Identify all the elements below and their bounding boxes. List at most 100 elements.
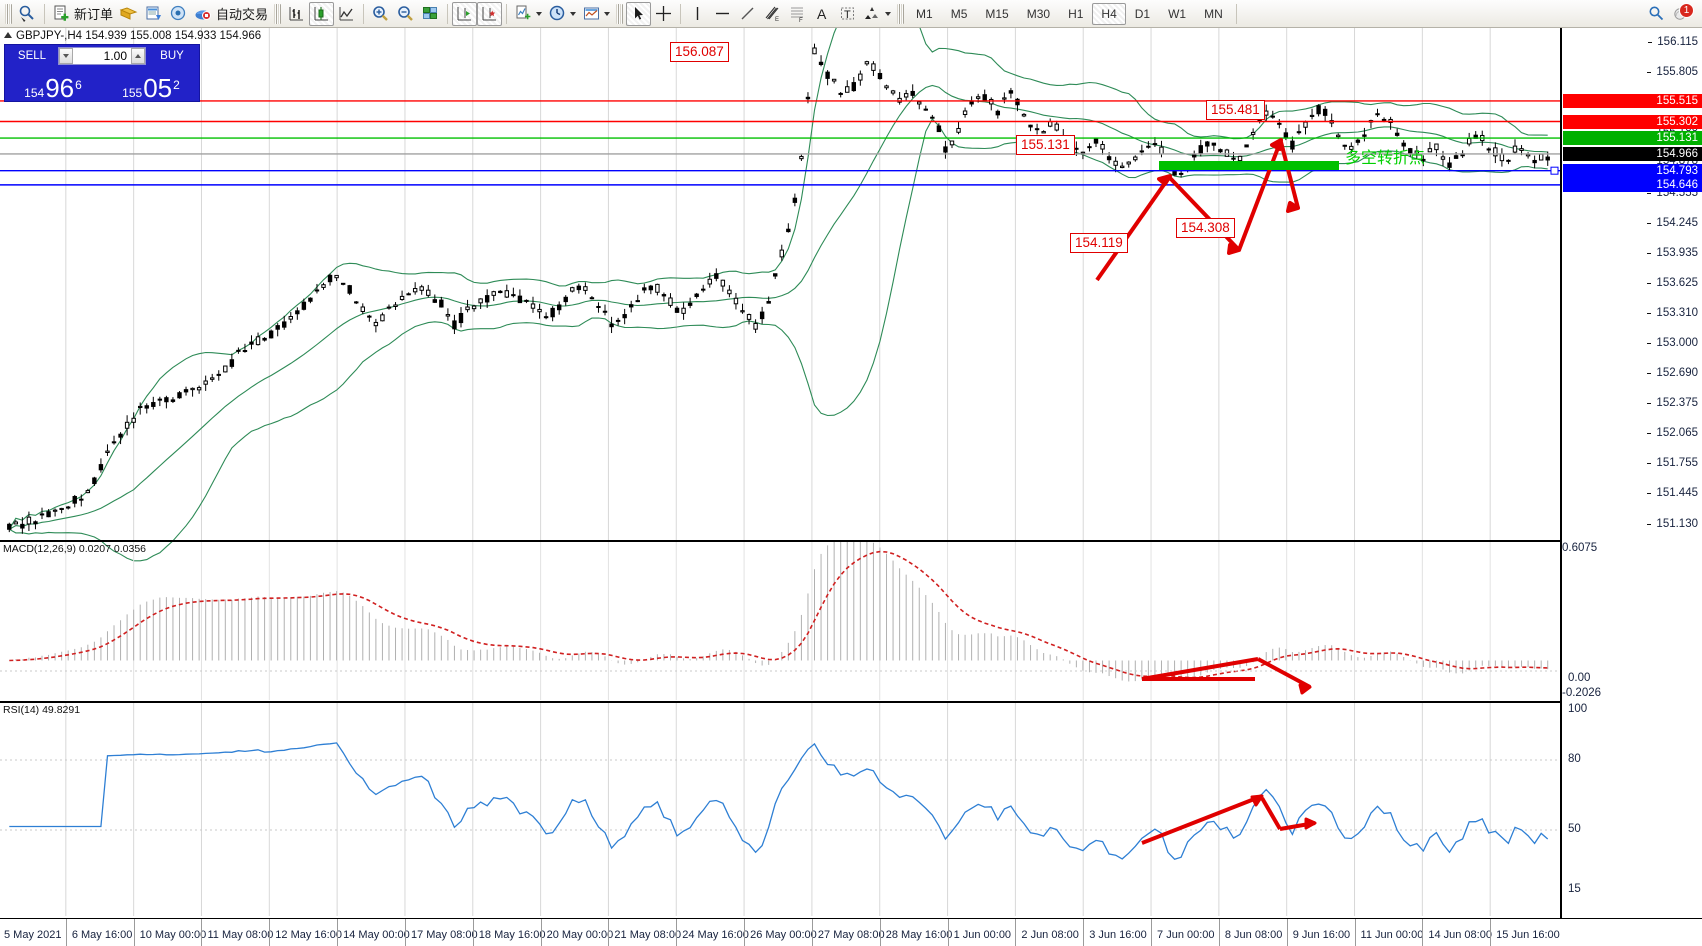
- tile-windows-icon[interactable]: [418, 2, 443, 26]
- candlestick-chart-icon[interactable]: [309, 1, 335, 26]
- toolbar-grip-tools[interactable]: [616, 3, 624, 24]
- volume-input[interactable]: 1.00: [103, 49, 127, 63]
- price-label-156087[interactable]: 156.087: [670, 42, 729, 62]
- price-axis-badge[interactable]: 155.131: [1563, 131, 1702, 146]
- price-label-155481[interactable]: 155.481: [1206, 100, 1265, 120]
- candlesticks: [7, 43, 1550, 534]
- line-chart-icon[interactable]: [334, 2, 359, 26]
- annotation-arrows: [1095, 138, 1300, 282]
- fibonacci-retracement-icon[interactable]: F: [785, 2, 810, 26]
- price-axis-tick: 155.805: [1647, 66, 1698, 78]
- time-axis-separator: [1218, 919, 1220, 946]
- time-axis-tick: 12 May 16:00: [275, 929, 342, 941]
- search-icon[interactable]: [1644, 2, 1669, 26]
- time-axis-tick: 18 May 16:00: [478, 929, 546, 941]
- navigator-icon[interactable]: [166, 2, 191, 26]
- chart-minimize-triangle-icon[interactable]: [4, 32, 12, 38]
- price-axis-badge[interactable]: 155.302: [1563, 114, 1702, 129]
- pointer-icon[interactable]: [626, 1, 652, 26]
- sell-price[interactable]: 154 96 6: [5, 67, 101, 101]
- equidistant-channel-icon[interactable]: E: [760, 2, 785, 26]
- toolbar-grip-periods[interactable]: [897, 3, 905, 24]
- time-axis-tick: 11 Jun 00:00: [1360, 929, 1424, 941]
- price-axis-badge[interactable]: 154.966: [1563, 146, 1702, 161]
- macd-indicator-title[interactable]: MACD(12,26,9) 0.0207 0.0356: [3, 543, 147, 555]
- folder-icon[interactable]: [116, 2, 141, 26]
- alerts-icon[interactable]: 1: [1669, 2, 1694, 26]
- bollinger-upper: [8, 28, 1548, 530]
- rsi-line: [9, 742, 1549, 860]
- buy-button[interactable]: BUY: [148, 47, 196, 65]
- toolbar-grip-charts[interactable]: [274, 3, 282, 24]
- timeframe-h4[interactable]: H4: [1092, 2, 1126, 25]
- time-axis-separator: [1015, 919, 1017, 946]
- trendline-icon[interactable]: [735, 2, 760, 26]
- chart-window[interactable]: GBPJPY-,H4 154.939 155.008 154.933 154.9…: [0, 28, 1702, 946]
- toolbar-grip[interactable]: [5, 3, 12, 24]
- terminal-icon[interactable]: [141, 2, 166, 26]
- macd-subchart[interactable]: [0, 542, 1560, 700]
- buy-price-pip: 2: [173, 78, 180, 92]
- zoom-in-icon[interactable]: [368, 2, 393, 26]
- crosshair-icon[interactable]: [651, 2, 676, 26]
- buy-price[interactable]: 155 05 2: [103, 67, 199, 101]
- time-axis-separator: [1151, 919, 1153, 946]
- price-label-154119[interactable]: 154.119: [1070, 233, 1128, 253]
- timeframe-m5[interactable]: M5: [950, 6, 968, 21]
- timeframe-d1[interactable]: D1: [1134, 6, 1151, 21]
- main-toolbar: 新订单: [0, 0, 1702, 28]
- price-axis-badge[interactable]: 154.793: [1563, 163, 1702, 178]
- rsi-subchart[interactable]: [0, 703, 1560, 916]
- svg-text:F: F: [799, 18, 803, 23]
- templates-icon[interactable]: [579, 2, 613, 26]
- timeframe-m1[interactable]: M1: [916, 6, 933, 21]
- price-axis-tick: 151.130: [1647, 518, 1698, 530]
- price-plot[interactable]: [0, 28, 1560, 918]
- price-axis-badge[interactable]: 155.515: [1563, 93, 1702, 108]
- macd-axis-top: 0.6075: [1562, 542, 1598, 554]
- pivot-note-text[interactable]: 多空转折点: [1345, 150, 1426, 167]
- price-axis-badge[interactable]: 154.646: [1563, 177, 1702, 192]
- bar-chart-icon[interactable]: [284, 2, 309, 26]
- rsi-axis-15: 15: [1568, 883, 1581, 895]
- auto-scroll-icon[interactable]: [477, 1, 503, 26]
- svg-text:T: T: [844, 9, 851, 21]
- text-icon[interactable]: A: [810, 2, 835, 26]
- time-axis-tick: 21 May 08:00: [614, 929, 682, 941]
- sell-button[interactable]: SELL: [8, 47, 56, 65]
- one-click-trading-panel[interactable]: SELL 1.00 BUY 154 96 6 155 05 2: [4, 44, 200, 102]
- text-label-icon[interactable]: T: [835, 2, 860, 26]
- zoom-out-icon[interactable]: [393, 2, 418, 26]
- shapes-icon[interactable]: [860, 2, 894, 26]
- sell-price-pip: 6: [75, 78, 82, 92]
- pivot-zone-bar: [1159, 161, 1339, 170]
- timeframe-w1[interactable]: W1: [1168, 6, 1187, 21]
- time-axis-tick: 17 May 08:00: [410, 929, 478, 941]
- horizontal-line-icon[interactable]: [710, 2, 735, 26]
- volume-increase-button[interactable]: [131, 48, 145, 64]
- timeframe-m30[interactable]: M30: [1026, 6, 1051, 21]
- chart-symbol-header: GBPJPY-,H4 154.939 155.008 154.933 154.9…: [4, 30, 261, 42]
- timeframe-mn[interactable]: MN: [1204, 6, 1223, 21]
- time-axis-separator: [540, 919, 542, 946]
- vertical-line-icon[interactable]: [685, 2, 710, 26]
- timeframe-m15[interactable]: M15: [985, 6, 1009, 21]
- cursor-arrow-icon[interactable]: [15, 2, 40, 26]
- volume-decrease-button[interactable]: [59, 48, 73, 64]
- volume-stepper[interactable]: 1.00: [58, 47, 146, 65]
- price-label-154308[interactable]: 154.308: [1176, 218, 1235, 238]
- time-axis-tick: 6 May 16:00: [71, 929, 133, 941]
- new-order-button[interactable]: 新订单: [49, 2, 116, 26]
- chart-shift-icon[interactable]: [452, 1, 478, 26]
- price-axis[interactable]: 156.115155.805155.515155.495155.302155.1…: [1560, 28, 1702, 918]
- rsi-indicator-title[interactable]: RSI(14) 49.8291: [3, 704, 81, 716]
- autotrading-label: 自动交易: [216, 7, 269, 22]
- indicators-icon[interactable]: [511, 2, 545, 26]
- time-axis-tick: 8 Jun 08:00: [1224, 929, 1283, 941]
- timeframe-h1[interactable]: H1: [1068, 6, 1084, 21]
- periods-icon[interactable]: [545, 2, 579, 26]
- time-axis-tick: 24 May 16:00: [682, 929, 749, 941]
- time-axis[interactable]: 5 May 2021 6 May 16:00 10 May 00:00 11 May …: [0, 918, 1702, 946]
- price-label-155131[interactable]: 155.131: [1016, 135, 1075, 155]
- autotrading-button[interactable]: 自动交易: [191, 2, 271, 26]
